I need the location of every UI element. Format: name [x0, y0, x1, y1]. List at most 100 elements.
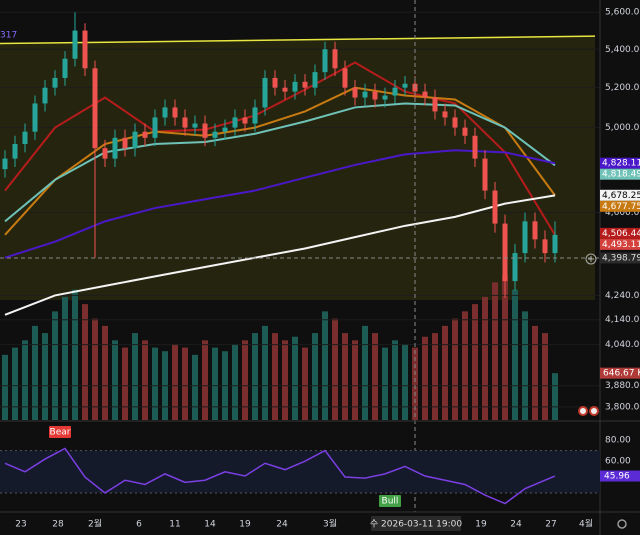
- volume-bar: [62, 296, 68, 420]
- candle-body: [512, 253, 518, 282]
- volume-bar: [252, 333, 258, 420]
- price-tag: [600, 189, 640, 201]
- volume-bar: [282, 340, 288, 420]
- candle-body: [92, 68, 98, 149]
- candle-body: [82, 30, 88, 69]
- volume-bar: [422, 336, 428, 420]
- price-tag-label: 4,678.254: [602, 191, 640, 201]
- plus-icon: [588, 256, 594, 262]
- volume-tag: [600, 367, 640, 379]
- candle-body: [452, 117, 458, 128]
- volume-bar: [52, 311, 58, 420]
- price-tag: [600, 252, 640, 264]
- volume-bar: [342, 333, 348, 420]
- y-tick-label: 3,800.000: [605, 402, 640, 412]
- volume-bar: [432, 333, 438, 420]
- volume-bar: [392, 340, 398, 420]
- candle-body: [142, 131, 148, 138]
- moving-average: [4, 102, 556, 223]
- volume-bar: [272, 333, 278, 420]
- volume-bar: [182, 347, 188, 420]
- candle-body: [162, 107, 168, 118]
- candle-body: [272, 77, 278, 88]
- volume-bar: [232, 343, 238, 420]
- x-tick-label: 14: [204, 520, 216, 530]
- candle-body: [442, 111, 448, 118]
- volume-bar: [522, 311, 528, 420]
- volume-bar: [312, 333, 318, 420]
- x-tick-label: 24: [276, 520, 288, 530]
- y-tick-label: 4,240.000: [605, 291, 640, 301]
- price-tag: [600, 238, 640, 250]
- candle-body: [532, 221, 538, 240]
- candle-body: [152, 117, 158, 138]
- candle-body: [12, 144, 18, 159]
- rsi-tag: [600, 470, 640, 482]
- volume-bar: [92, 318, 98, 420]
- candle-body: [502, 223, 508, 282]
- candle-body: [542, 239, 548, 254]
- price-tag-label: 4,493.118: [602, 240, 640, 250]
- candle-body: [192, 123, 198, 128]
- price-tag: [600, 157, 640, 169]
- crosshair-time: 수 2026-03-11 19:00: [370, 519, 463, 530]
- candle-body: [252, 107, 258, 124]
- candle-body: [42, 87, 48, 104]
- candle-body: [132, 131, 138, 149]
- candle-body: [202, 123, 208, 138]
- candle-body: [72, 30, 78, 59]
- rsi-tag-label: 45.96: [604, 472, 630, 482]
- y-tick-label: 5,400.000: [605, 45, 640, 55]
- volume-bar: [42, 333, 48, 420]
- candle-body: [302, 81, 308, 88]
- candle-body: [392, 87, 398, 96]
- price-tag: [600, 168, 640, 180]
- candle-body: [102, 148, 108, 159]
- rsi-line: [4, 447, 556, 505]
- candle-body: [422, 91, 428, 98]
- volume-bar: [332, 318, 338, 420]
- x-tick-label: 23: [15, 520, 26, 530]
- candle-body: [222, 127, 228, 132]
- candle-body: [32, 103, 38, 132]
- volume-bar: [12, 347, 18, 420]
- candle-body: [212, 131, 218, 138]
- candle-body: [182, 117, 188, 128]
- volume-bar: [2, 354, 8, 420]
- top-left-tag: 317: [0, 31, 17, 41]
- signal-label: Bull: [382, 496, 399, 506]
- candle-body: [22, 131, 28, 145]
- x-tick-label: 19: [239, 520, 251, 530]
- price-tag-label: 4,506.447: [602, 229, 640, 239]
- signal-label-bg: [379, 494, 401, 507]
- volume-bar: [212, 347, 218, 420]
- signal-label-bg: [49, 426, 71, 438]
- plus-button[interactable]: [585, 253, 597, 265]
- volume-bar: [262, 325, 268, 420]
- volume-bar: [492, 282, 498, 420]
- volume-bar: [402, 343, 408, 420]
- volume-bar: [192, 354, 198, 420]
- settings-button[interactable]: [617, 519, 627, 529]
- candle-body: [292, 81, 298, 92]
- volume-bar: [302, 347, 308, 420]
- candle-body: [492, 190, 498, 224]
- price-tag-label: 4,398.793: [602, 253, 640, 263]
- candle-body: [52, 77, 58, 88]
- tag-bg: [0, 29, 14, 40]
- candle-body: [372, 91, 378, 100]
- volume-bar: [482, 296, 488, 420]
- volume-bar: [102, 325, 108, 420]
- moving-average: [4, 194, 556, 316]
- volume-bar: [382, 347, 388, 420]
- volume-bar: [362, 325, 368, 420]
- volume-bar: [152, 347, 158, 420]
- candle-body: [232, 117, 238, 128]
- x-tick-label: 24: [510, 520, 522, 530]
- volume-bar: [32, 325, 38, 420]
- volume-bar: [442, 325, 448, 420]
- y-tick-label: 5,600.000: [605, 8, 640, 18]
- volume-bar: [292, 336, 298, 420]
- volume-bar: [472, 304, 478, 420]
- y-tick-label: 4,140.000: [605, 315, 640, 325]
